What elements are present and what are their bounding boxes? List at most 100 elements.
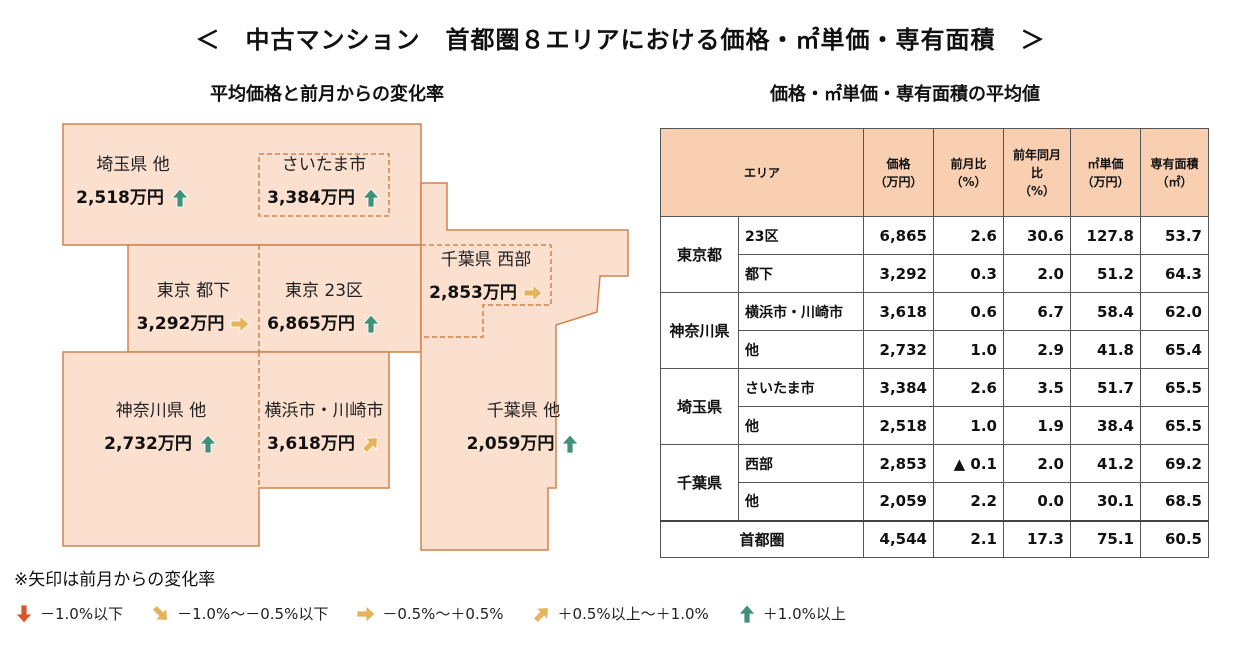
total-mom-cell: 2.1 [933,519,1004,558]
pref-cell: 埼玉県 [660,368,739,445]
table-row-total: 首都圏 4,544 2.1 17.3 75.1 60.5 [660,519,1209,558]
stats-table: エリア 価格 （万円） 前月比 （%） 前年同月比 （%） ㎡単価 （万円） 専有面積（… [660,128,1209,558]
size-cell: 65.4 [1140,330,1209,369]
map-area-yokohama-kawasaki: 横浜市・川崎市 3,618万円 [259,403,389,454]
table-row: 都下 3,292 0.3 2.0 51.2 64.3 [661,254,1209,293]
region-chiba [420,182,629,551]
flat-arrow-icon [356,604,376,623]
yoy-cell: 0.0 [1003,482,1071,521]
map-area-name: 横浜市・川崎市 [264,401,384,421]
map-area-tokyo-tokka: 東京 都下 3,292万円 [128,283,259,334]
size-cell: 53.7 [1140,216,1209,255]
unit-cell: 41.8 [1070,330,1141,369]
legend-item: ＋1.0%以上 [737,603,846,624]
header-unit: ㎡単価 （万円） [1070,128,1141,217]
legend-item: －1.0%以下 [14,603,123,624]
legend-item: ＋0.5%以上～＋1.0% [532,603,709,624]
map-area-price: 6,865万円 [267,313,355,334]
area-cell: 都下 [738,254,864,293]
area-cell: 西部 [738,444,864,483]
price-cell: 2,732 [863,330,934,369]
flat-arrow-icon [230,315,250,333]
size-cell: 62.0 [1140,292,1209,331]
down-right-arrow-icon [152,604,168,621]
up-arrow-icon [561,434,580,454]
pref-cell: 千葉県 [660,444,739,521]
header-size: 専有面積 （㎡） [1140,128,1209,217]
map-area-price-wrap: 2,853万円 [429,283,543,303]
map-area-price-wrap: 2,059万円 [467,434,581,454]
total-price-cell: 4,544 [863,519,934,558]
map-area-name: 神奈川県 他 [115,401,207,421]
table-row: 東京都 23区 6,865 2.6 30.6 127.8 53.7 [660,216,1209,293]
yoy-cell: 2.0 [1003,254,1071,293]
mom-cell: 0.3 [933,254,1004,293]
mom-cell: 0.6 [933,292,1004,331]
header-mom: 前月比 （%） [933,128,1004,217]
map-area-saitama-city: さいたま市 3,384万円 [259,157,389,208]
price-cell: 2,059 [863,482,934,521]
table-heading: 価格・㎡単価・専有面積の平均値 [770,84,1040,105]
up-right-arrow-icon [361,437,378,454]
unit-cell: 51.7 [1070,368,1141,407]
legend-label: －1.0%以下 [40,605,124,623]
yoy-cell: 6.7 [1003,292,1071,331]
total-size-cell: 60.5 [1140,519,1209,558]
price-cell: 3,292 [863,254,934,293]
header-yoy: 前年同月比 （%） [1003,128,1071,217]
mom-cell: 1.0 [933,406,1004,445]
unit-cell: 58.4 [1070,292,1141,331]
arrow-legend: －1.0%以下 －1.0%～－0.5%以下 －0.5%～＋0.5% ＋0.5%以上～＋… [14,603,874,624]
map-area-price: 2,853万円 [429,282,517,303]
mom-cell: 1.0 [933,330,1004,369]
area-cell: 他 [738,330,864,369]
yoy-cell: 30.6 [1003,216,1071,255]
page-title: ＜ 中古マンション 首都圏８エリアにおける価格・㎡単価・専有面積 ＞ [195,26,1046,54]
map-area-price: 2,732万円 [104,433,192,454]
unit-cell: 38.4 [1070,406,1141,445]
header-area: エリア [660,128,864,217]
total-unit-cell: 75.1 [1070,519,1141,558]
price-cell: 2,518 [863,406,934,445]
size-cell: 69.2 [1140,444,1209,483]
size-cell: 65.5 [1140,406,1209,445]
area-cell: さいたま市 [738,368,864,407]
map-area-price: 3,292万円 [136,313,225,334]
total-label: 首都圏 [660,519,864,558]
map-area-price-wrap: 2,732万円 [104,434,218,454]
table-row: 他 2,059 2.2 0.0 30.1 68.5 [661,482,1209,521]
map-heading: 平均価格と前月からの変化率 [210,84,444,105]
unit-cell: 51.2 [1070,254,1141,293]
area-cell: 横浜市・川崎市 [738,292,864,331]
size-cell: 68.5 [1140,482,1209,521]
flat-arrow-icon [523,284,543,302]
total-yoy-cell: 17.3 [1003,519,1071,558]
map-area-name: 千葉県 西部 [440,250,532,270]
pref-cell: 神奈川県 [660,292,739,369]
table-row: 千葉県 西部 2,853 ▲ 0.1 2.0 41.2 69.2 [660,444,1209,521]
map-area-chiba-west: 千葉県 西部 2,853万円 [421,252,551,303]
map-area-price: 3,384万円 [267,187,355,208]
legend-item: －0.5%～＋0.5% [356,603,504,624]
size-cell: 65.5 [1140,368,1209,407]
region-kanagawa [62,351,390,547]
table-row: 埼玉県 さいたま市 3,384 2.6 3.5 51.7 65.5 [660,368,1209,445]
map-area-price-wrap: 3,292万円 [137,314,251,334]
up-arrow-icon [170,188,189,208]
up-arrow-icon [361,314,380,334]
map-area-name: 埼玉県 他 [96,155,170,175]
price-cell: 6,865 [863,216,934,255]
map-area-price: 3,618万円 [267,433,355,454]
map-area-name: 東京 都下 [156,281,231,301]
up-arrow-icon [198,434,217,454]
up-arrow-icon [361,188,380,208]
area-cell: 23区 [738,216,864,255]
map-area-price: 2,059万円 [466,433,555,454]
map-area-tokyo-23: 東京 23区 6,865万円 [259,283,389,334]
table-row: 神奈川県 横浜市・川崎市 3,618 0.6 6.7 58.4 62.0 [660,292,1209,369]
down-arrow-icon [15,604,33,624]
price-cell: 3,618 [863,292,934,331]
header-price: 価格 （万円） [863,128,934,217]
up-arrow-icon [737,603,756,623]
map-area-name: さいたま市 [281,155,367,175]
